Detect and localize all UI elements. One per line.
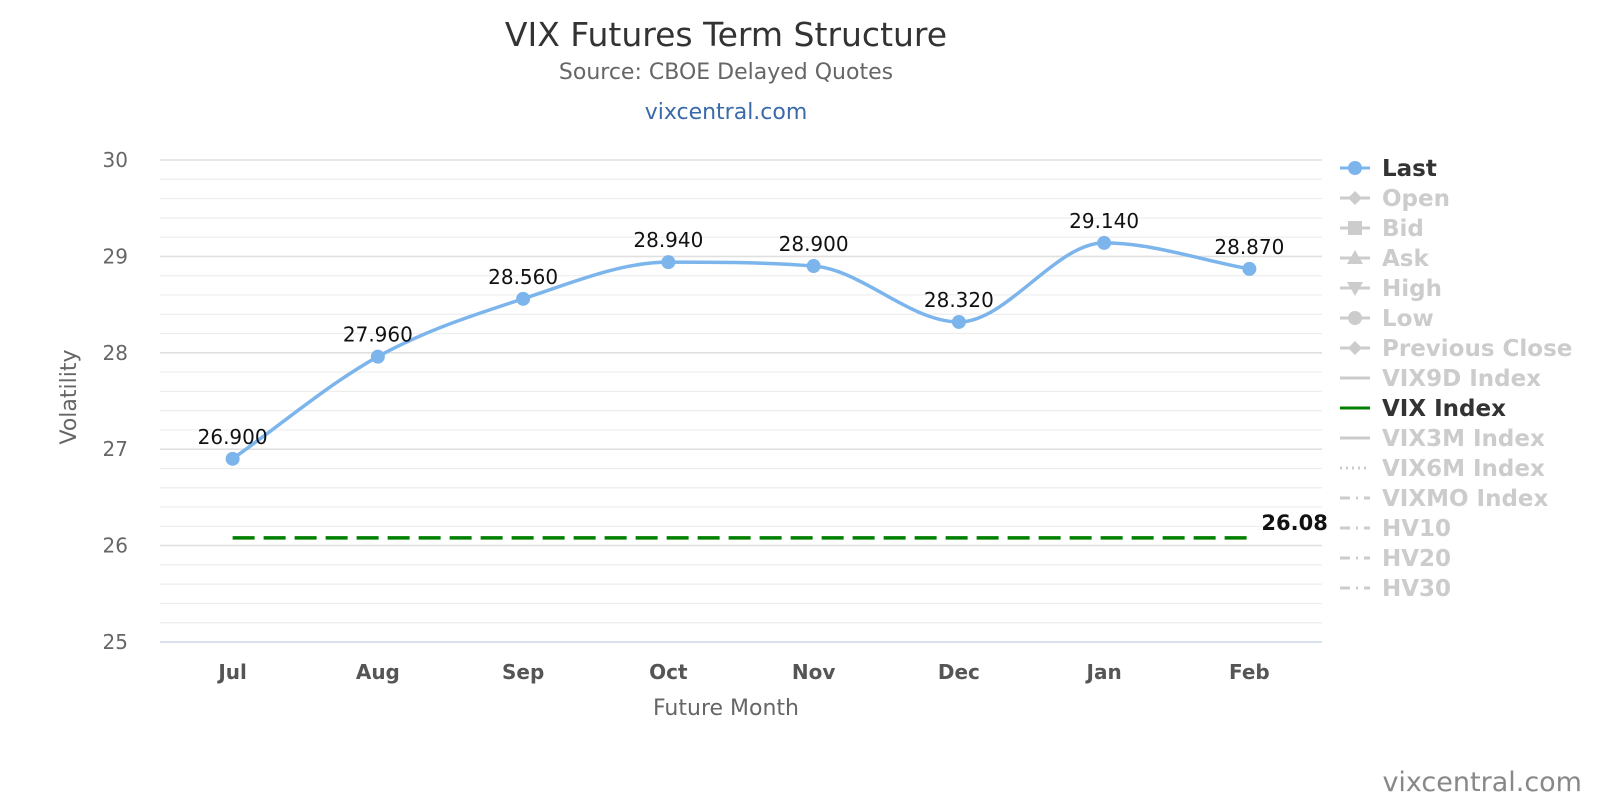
y-tick-label: 27 xyxy=(103,437,128,461)
y-axis-ticks: 25 26 27 28 29 30 xyxy=(103,148,128,654)
data-label-last: 28.900 xyxy=(779,232,849,256)
legend-label: High xyxy=(1382,276,1442,302)
legend-label: Low xyxy=(1382,306,1434,332)
legend-item[interactable]: Ask xyxy=(1340,246,1429,272)
legend-item[interactable]: VIX9D Index xyxy=(1340,366,1541,392)
legend-item[interactable]: VIXMO Index xyxy=(1340,486,1549,512)
legend-label: Ask xyxy=(1382,246,1429,272)
legend-marker-circle xyxy=(1348,161,1362,175)
y-tick-label: 26 xyxy=(103,534,128,558)
legend-item[interactable]: VIX6M Index xyxy=(1340,456,1545,482)
legend-label: VIX3M Index xyxy=(1382,426,1545,452)
data-label-vix-index: 26.08 xyxy=(1261,511,1327,535)
legend-marker-diamond xyxy=(1348,341,1362,355)
legend-label: Last xyxy=(1382,156,1437,182)
legend-item[interactable]: Previous Close xyxy=(1340,336,1572,362)
x-tick-label: Dec xyxy=(938,660,980,684)
chart-subtitle: Source: CBOE Delayed Quotes xyxy=(559,60,893,85)
legend-label: VIXMO Index xyxy=(1382,486,1549,512)
source-link[interactable]: vixcentral.com xyxy=(645,100,808,125)
grid-lines xyxy=(160,159,1322,643)
watermark: vixcentral.com xyxy=(1382,767,1582,798)
legend-item[interactable]: Bid xyxy=(1340,216,1424,242)
x-tick-label: Feb xyxy=(1229,660,1270,684)
legend-item[interactable]: HV30 xyxy=(1340,576,1451,602)
legend-marker-diamond xyxy=(1348,191,1362,205)
data-label-last: 28.870 xyxy=(1214,235,1284,259)
legend-item[interactable]: VIX3M Index xyxy=(1340,426,1545,452)
legend-marker-circle xyxy=(1348,311,1362,325)
legend-label: VIX6M Index xyxy=(1382,456,1545,482)
legend-label: Bid xyxy=(1382,216,1424,242)
x-tick-label: Sep xyxy=(502,660,544,684)
legend-label: Previous Close xyxy=(1382,336,1572,362)
data-point-last[interactable] xyxy=(516,291,531,306)
data-point-last[interactable] xyxy=(806,259,821,274)
y-tick-label: 25 xyxy=(103,630,128,654)
data-label-last: 28.560 xyxy=(488,265,558,289)
data-label-last: 29.140 xyxy=(1069,209,1139,233)
y-tick-label: 28 xyxy=(103,341,128,365)
legend-marker-triangle-down xyxy=(1347,282,1363,296)
legend-item[interactable]: Low xyxy=(1340,306,1434,332)
data-label-last: 27.960 xyxy=(343,323,413,347)
data-point-last[interactable] xyxy=(1242,261,1257,276)
x-axis-ticks: Jul Aug Sep Oct Nov Dec Jan Feb xyxy=(216,660,1269,684)
x-tick-label: Jan xyxy=(1085,660,1122,684)
y-tick-label: 30 xyxy=(103,148,128,172)
legend-item[interactable]: High xyxy=(1340,276,1442,302)
legend-item[interactable]: Last xyxy=(1340,156,1437,182)
series-line-last xyxy=(231,241,1250,461)
data-point-last[interactable] xyxy=(370,349,385,364)
data-labels: 26.900 27.960 28.560 28.940 28.900 28.320 29.1… xyxy=(198,209,1328,535)
legend-label: HV20 xyxy=(1382,546,1451,572)
legend-marker-square xyxy=(1348,221,1362,235)
y-tick-label: 29 xyxy=(103,244,128,268)
y-axis-title: Volatility xyxy=(57,349,82,444)
legend-label: HV30 xyxy=(1382,576,1451,602)
data-point-last[interactable] xyxy=(225,451,240,466)
x-axis-title: Future Month xyxy=(653,696,799,721)
series-layer xyxy=(225,235,1257,540)
x-tick-label: Jul xyxy=(216,660,247,684)
legend-item[interactable]: Open xyxy=(1340,186,1450,212)
legend-label: Open xyxy=(1382,186,1450,212)
x-tick-label: Oct xyxy=(649,660,688,684)
legend-label: VIX9D Index xyxy=(1382,366,1541,392)
data-label-last: 28.320 xyxy=(924,288,994,312)
legend-label: HV10 xyxy=(1382,516,1451,542)
legend-item[interactable]: HV10 xyxy=(1340,516,1451,542)
legend-item[interactable]: HV20 xyxy=(1340,546,1451,572)
data-point-last[interactable] xyxy=(951,314,966,329)
x-tick-label: Aug xyxy=(356,660,400,684)
legend-marker-triangle xyxy=(1347,250,1363,264)
legend: Last Open Bid Ask High Low Previous Close VIX9D… xyxy=(1340,156,1572,602)
x-tick-label: Nov xyxy=(792,660,836,684)
data-point-last[interactable] xyxy=(661,255,676,270)
data-label-last: 26.900 xyxy=(198,425,268,449)
data-label-last: 28.940 xyxy=(633,228,703,252)
data-point-last[interactable] xyxy=(1097,235,1112,250)
legend-label: VIX Index xyxy=(1382,396,1506,422)
legend-item[interactable]: VIX Index xyxy=(1340,396,1506,422)
chart-title: VIX Futures Term Structure xyxy=(505,15,947,54)
